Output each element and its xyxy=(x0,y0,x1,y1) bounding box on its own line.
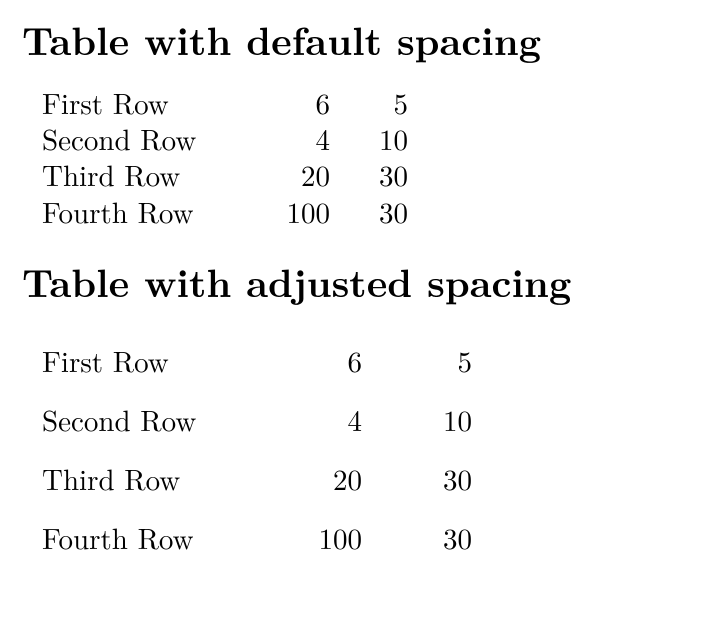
table-adjusted-spacing: First Row 6 5 Second Row 4 10 Third Row … xyxy=(42,331,472,567)
row-label: First Row xyxy=(42,331,302,390)
table-row: First Row 6 5 xyxy=(42,331,472,390)
row-label: Fourth Row xyxy=(42,508,302,567)
heading-default-spacing: Table with default spacing xyxy=(22,18,695,61)
row-val-2: 30 xyxy=(422,449,472,508)
row-val-1: 100 xyxy=(302,508,422,567)
table-row: Second Row 4 10 xyxy=(42,390,472,449)
table-row: Third Row 20 30 xyxy=(42,157,408,193)
row-val-1: 20 xyxy=(270,157,358,193)
row-val-2: 5 xyxy=(358,85,408,121)
row-val-2: 10 xyxy=(358,121,408,157)
row-val-1: 6 xyxy=(270,85,358,121)
row-label: Second Row xyxy=(42,121,270,157)
row-label: Third Row xyxy=(42,449,302,508)
row-label: Third Row xyxy=(42,157,270,193)
table-default-spacing: First Row 6 5 Second Row 4 10 Third Row … xyxy=(42,85,408,230)
row-label: First Row xyxy=(42,85,270,121)
table-default-spacing-wrap: First Row 6 5 Second Row 4 10 Third Row … xyxy=(22,85,695,230)
row-label: Second Row xyxy=(42,390,302,449)
table-row: Fourth Row 100 30 xyxy=(42,194,408,230)
table-row: Fourth Row 100 30 xyxy=(42,508,472,567)
table-row: Third Row 20 30 xyxy=(42,449,472,508)
row-val-1: 100 xyxy=(270,194,358,230)
row-val-2: 10 xyxy=(422,390,472,449)
row-val-1: 6 xyxy=(302,331,422,390)
row-label: Fourth Row xyxy=(42,194,270,230)
table-row: First Row 6 5 xyxy=(42,85,408,121)
row-val-2: 30 xyxy=(358,157,408,193)
row-val-2: 5 xyxy=(422,331,472,390)
row-val-1: 20 xyxy=(302,449,422,508)
row-val-1: 4 xyxy=(270,121,358,157)
row-val-2: 30 xyxy=(358,194,408,230)
row-val-1: 4 xyxy=(302,390,422,449)
table-row: Second Row 4 10 xyxy=(42,121,408,157)
row-val-2: 30 xyxy=(422,508,472,567)
heading-adjusted-spacing: Table with adjusted spacing xyxy=(22,260,695,303)
table-adjusted-spacing-wrap: First Row 6 5 Second Row 4 10 Third Row … xyxy=(22,331,695,567)
